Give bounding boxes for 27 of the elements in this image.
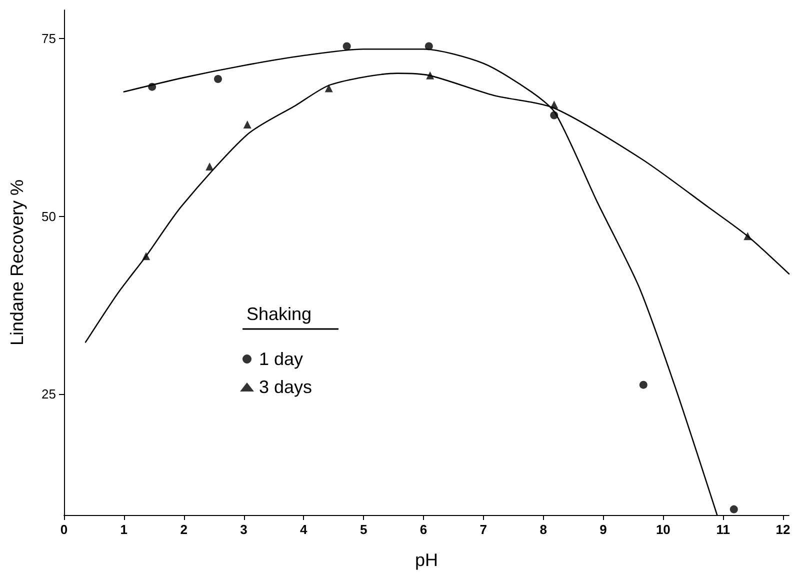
x-tick-label: 2 xyxy=(180,522,188,537)
x-tick-label: 8 xyxy=(540,522,547,537)
legend-label: 1 day xyxy=(259,349,304,369)
y-tick-label: 75 xyxy=(42,30,56,46)
x-tick-label: 6 xyxy=(420,522,428,537)
x-tick-label: 5 xyxy=(360,522,368,537)
x-tick-label: 0 xyxy=(60,522,68,537)
x-tick-label: 9 xyxy=(600,522,607,537)
x-tick-label: 3 xyxy=(240,522,248,537)
legend-title: Shaking xyxy=(246,304,312,324)
legend-label: 3 days xyxy=(259,377,312,397)
y-tick-label: 50 xyxy=(42,208,56,224)
x-tick-label: 12 xyxy=(776,522,790,537)
x-tick-label: 4 xyxy=(300,522,308,537)
x-tick-label: 7 xyxy=(480,522,488,537)
x-tick-label: 11 xyxy=(716,522,730,537)
point xyxy=(214,74,222,83)
point xyxy=(730,505,738,514)
x-tick-label: 1 xyxy=(120,522,128,537)
point xyxy=(243,120,252,129)
y-axis-title: Lindane Recovery % xyxy=(7,179,27,346)
point xyxy=(342,42,351,50)
x-axis-title: pH xyxy=(414,550,438,570)
y-tick-label: 25 xyxy=(42,386,56,402)
point xyxy=(206,162,214,170)
x-tick-label: 10 xyxy=(656,522,670,537)
point xyxy=(639,380,648,389)
